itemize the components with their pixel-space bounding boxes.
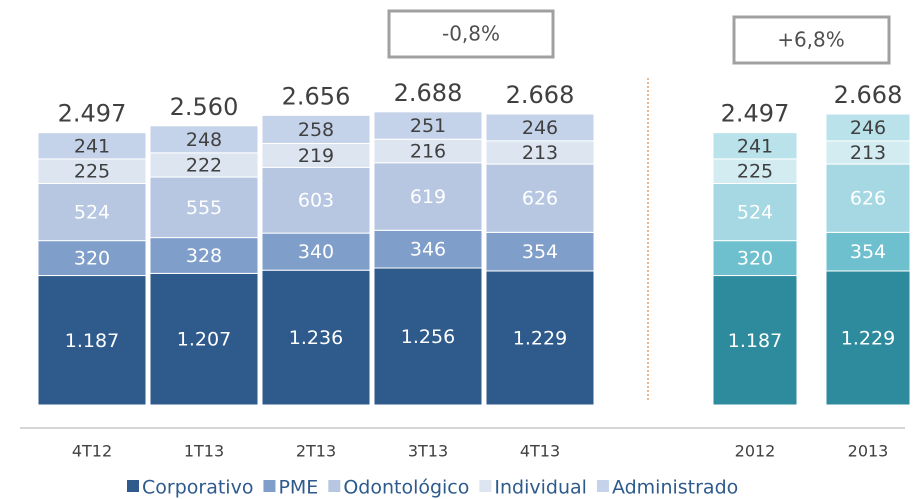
bar-segment — [261, 114, 371, 144]
bar-segment — [825, 163, 911, 233]
bar-segment — [149, 125, 259, 154]
value-label: 340 — [298, 241, 334, 263]
legend-swatch — [479, 480, 492, 492]
x-tick-label: 2T13 — [296, 442, 336, 461]
value-label: 1.229 — [513, 327, 567, 349]
value-label: 603 — [298, 190, 334, 212]
value-label: 346 — [410, 239, 446, 261]
bar-segment — [149, 272, 259, 406]
bar-segment — [37, 132, 147, 160]
bar-segment — [712, 132, 798, 160]
value-label: 251 — [410, 115, 446, 137]
value-label: 1.207 — [177, 329, 231, 351]
legend-label: Corporativo — [142, 477, 253, 499]
bar-segment — [485, 270, 595, 406]
value-label: 354 — [850, 241, 886, 263]
x-tick-label: 1T13 — [184, 442, 224, 461]
value-label: 225 — [74, 161, 110, 183]
value-label: 225 — [737, 161, 773, 183]
bar-segment — [261, 269, 371, 406]
total-label: 2.668 — [834, 81, 903, 109]
value-label: 1.256 — [401, 326, 455, 348]
legend-label: PME — [278, 477, 318, 499]
x-tick-label: 2012 — [735, 442, 776, 461]
total-label: 2.656 — [282, 82, 351, 110]
value-label: 213 — [522, 142, 558, 164]
bar-segment — [261, 232, 371, 271]
total-label: 2.497 — [721, 100, 790, 128]
value-label: 219 — [298, 145, 334, 167]
bar-segment — [825, 113, 911, 142]
annotation: +6,8% — [777, 28, 845, 52]
legend-swatch — [127, 480, 139, 492]
value-label: 241 — [737, 135, 773, 157]
bar-segment — [37, 158, 147, 184]
bar-segment — [485, 113, 595, 142]
legend-swatch — [596, 480, 609, 492]
legend-label: Administrado — [612, 477, 738, 499]
value-label: 1.236 — [289, 327, 343, 349]
bar-segment — [373, 267, 483, 406]
bar-segment — [37, 182, 147, 242]
value-label: 524 — [737, 202, 773, 224]
bar-segment — [37, 275, 147, 406]
value-label: 246 — [850, 117, 886, 139]
legend-swatch — [263, 480, 276, 492]
value-label: 258 — [298, 119, 334, 141]
value-label: 626 — [850, 188, 886, 210]
x-tick-label: 4T13 — [520, 442, 560, 461]
total-label: 2.497 — [58, 100, 127, 128]
value-label: 619 — [410, 186, 446, 208]
bar-segment — [712, 158, 798, 184]
value-label: 320 — [74, 248, 110, 270]
total-label: 2.560 — [170, 93, 239, 121]
value-label: 626 — [522, 188, 558, 210]
bar-segment — [825, 270, 911, 406]
legend-label: Odontológico — [343, 477, 469, 499]
value-label: 241 — [74, 135, 110, 157]
x-tick-label: 4T12 — [72, 442, 112, 461]
value-label: 524 — [74, 202, 110, 224]
bar-segment — [712, 182, 798, 242]
bar-segment — [149, 152, 259, 178]
bar-segment — [373, 229, 483, 269]
value-label: 1.187 — [65, 330, 119, 352]
value-label: 555 — [186, 197, 222, 219]
bar-segment — [485, 163, 595, 233]
value-label: 216 — [410, 140, 446, 162]
value-label: 1.187 — [728, 330, 782, 352]
value-label: 354 — [522, 241, 558, 263]
legend-swatch — [328, 480, 341, 492]
value-label: 222 — [186, 154, 222, 176]
bar-segment — [373, 162, 483, 231]
total-label: 2.668 — [506, 81, 575, 109]
bar-segment — [712, 275, 798, 406]
bar-segment — [373, 111, 483, 140]
bar-segment — [149, 237, 259, 274]
bar-segment — [37, 240, 147, 277]
value-label: 248 — [186, 129, 222, 151]
value-label: 320 — [737, 248, 773, 270]
x-tick-label: 3T13 — [408, 442, 448, 461]
value-label: 1.229 — [841, 327, 895, 349]
annotation-box — [387, 9, 555, 59]
total-label: 2.688 — [394, 79, 463, 107]
bar-segment — [261, 166, 371, 234]
value-label: 246 — [522, 117, 558, 139]
legend-label: Individual — [494, 477, 587, 499]
annotation-box — [732, 15, 891, 65]
bar-segment — [825, 231, 911, 272]
value-label: 213 — [850, 142, 886, 164]
x-tick-label: 2013 — [848, 442, 889, 461]
annotation: -0,8% — [442, 22, 500, 46]
value-label: 328 — [186, 245, 222, 267]
